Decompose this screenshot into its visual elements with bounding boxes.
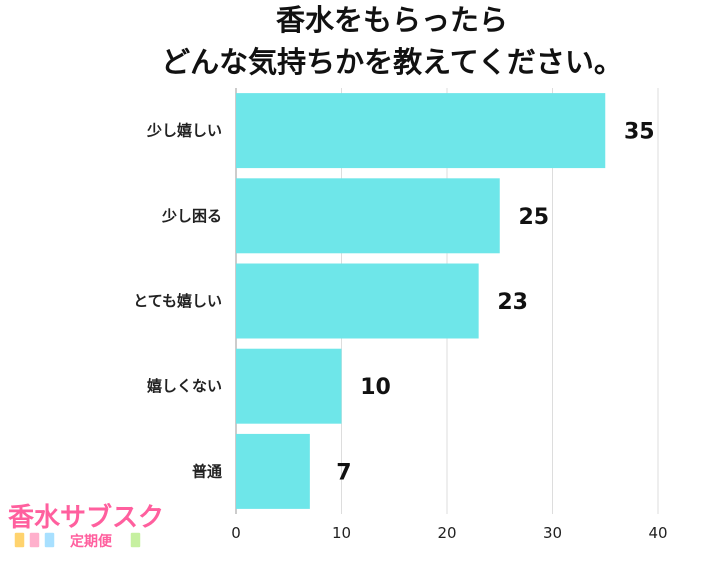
value-label: 25: [518, 205, 549, 230]
logo-subtext: 定期便: [70, 533, 113, 550]
x-tick-labels: 0 10 20 30 40: [231, 524, 667, 542]
value-labels: 35 25 23 10 7: [336, 120, 654, 486]
value-label: 7: [336, 460, 351, 485]
category-label: 普通: [192, 462, 222, 480]
x-tick-label: 30: [543, 524, 562, 542]
value-label: 10: [360, 375, 391, 400]
category-label: 少し嬉しい: [146, 122, 222, 140]
bar: [236, 93, 606, 169]
chart-title-line-2: どんな気持ちかを教えてください。: [161, 45, 623, 79]
logo-text: 香水サブスク: [8, 502, 164, 533]
x-tick-label: 10: [332, 524, 351, 542]
logo-bottle-icon: [13, 531, 26, 549]
value-label: 23: [497, 290, 528, 315]
value-label: 35: [624, 120, 655, 145]
x-tick-label: 40: [648, 524, 667, 542]
category-label: 嬉しくない: [146, 377, 222, 395]
bar: [236, 348, 342, 424]
logo-bottle-icon: [28, 531, 41, 549]
category-label: 少し困る: [161, 207, 222, 225]
bar: [236, 263, 479, 339]
logo-bottle-icon: [43, 531, 56, 549]
x-tick-label: 0: [231, 524, 241, 542]
bars: [236, 93, 606, 509]
bar: [236, 433, 310, 509]
logo: 香水サブスク 定期便: [7, 501, 166, 552]
category-label: とても嬉しい: [133, 292, 222, 310]
chart-title-line-1: 香水をもらったら: [276, 3, 508, 37]
bar: [236, 178, 500, 254]
logo-bottle-icon: [129, 531, 142, 549]
x-tick-label: 20: [437, 524, 456, 542]
